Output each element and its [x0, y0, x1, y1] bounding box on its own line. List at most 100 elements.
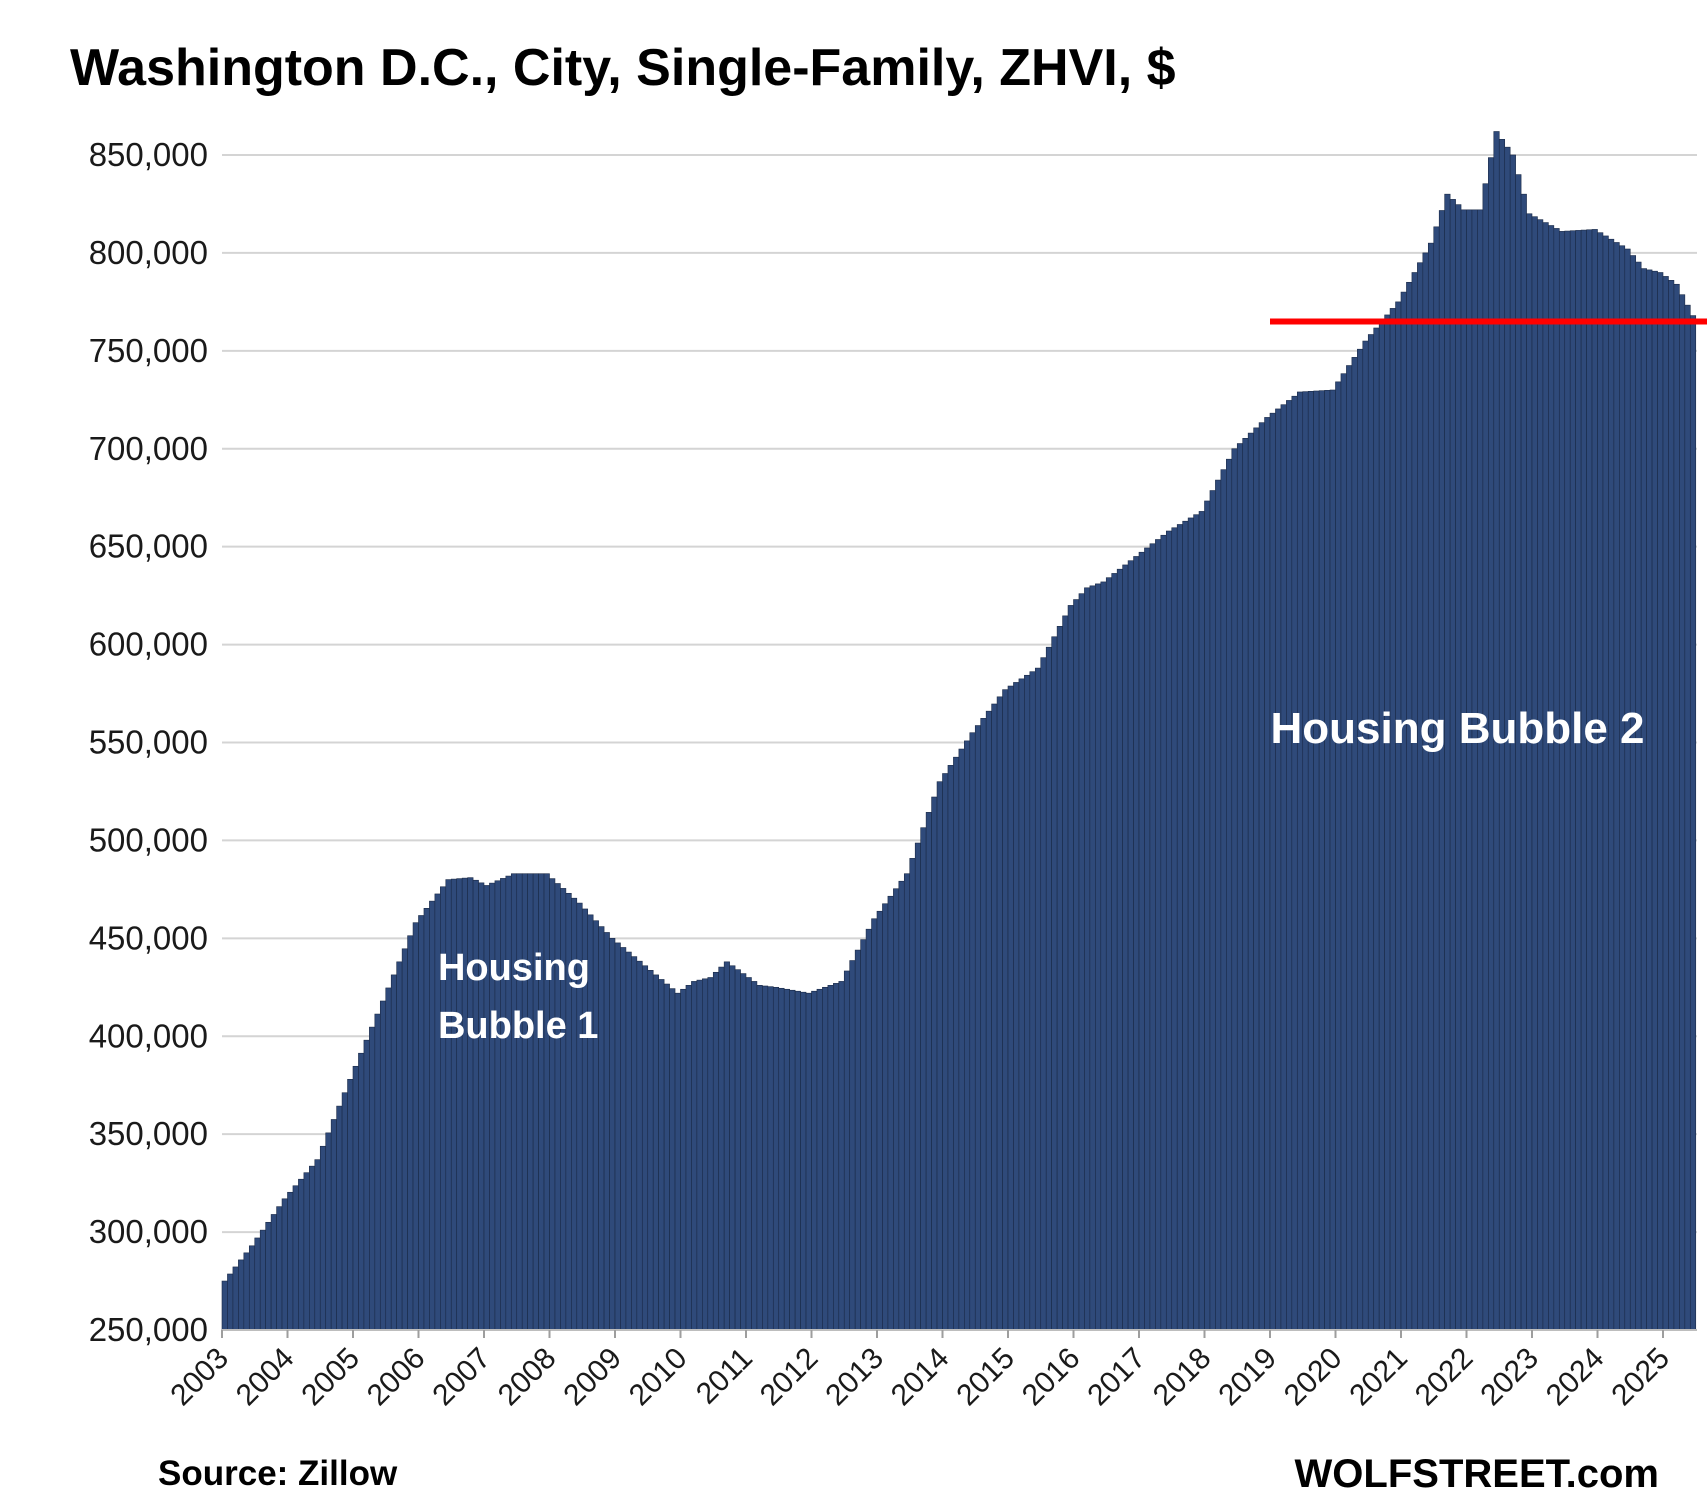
bar [303, 1172, 310, 1331]
bar [510, 873, 518, 1331]
bar [243, 1252, 250, 1331]
bar [1253, 427, 1260, 1331]
x-tick-label: 2003 [164, 1342, 235, 1413]
bar [1422, 252, 1429, 1331]
bar [292, 1185, 299, 1331]
bar [1662, 276, 1669, 1331]
bar [1171, 527, 1178, 1331]
brand-label: WOLFSTREET.com [1294, 1452, 1659, 1496]
bar [330, 1119, 337, 1331]
bar [1373, 327, 1380, 1331]
x-tick-label: 2009 [557, 1342, 628, 1413]
annotations: Housing Bubble 1 Housing Bubble 2 [438, 704, 1645, 1047]
bar [461, 877, 468, 1331]
x-tick-label: 2010 [623, 1342, 694, 1413]
bar [1335, 381, 1342, 1331]
bar [1378, 321, 1385, 1331]
bar [1296, 391, 1304, 1331]
bar [1018, 678, 1025, 1331]
y-tick-label: 300,000 [89, 1213, 208, 1250]
bar [314, 1159, 321, 1331]
bar [838, 981, 845, 1331]
bar [1002, 689, 1009, 1331]
x-tick-label: 2012 [754, 1342, 825, 1413]
bar [1275, 408, 1282, 1331]
bar [379, 1000, 387, 1331]
source-label: Source: Zillow [158, 1454, 398, 1493]
bar [352, 1065, 359, 1331]
bar [1449, 199, 1456, 1331]
bar [794, 990, 801, 1331]
bar [374, 1013, 381, 1331]
bar [1209, 490, 1216, 1331]
bar [696, 979, 703, 1331]
bar [822, 986, 829, 1331]
bar [647, 970, 654, 1331]
bar [1657, 272, 1664, 1331]
bar [1165, 530, 1173, 1331]
bar [740, 973, 747, 1331]
bar [625, 951, 632, 1331]
bar [723, 961, 730, 1331]
bar [1149, 543, 1156, 1331]
bar [614, 942, 621, 1331]
bar [1095, 583, 1102, 1331]
bar [1526, 213, 1533, 1331]
bar [1045, 646, 1052, 1331]
chart-title: Washington D.C., City, Single-Family, ZH… [70, 39, 1176, 97]
bar [270, 1214, 277, 1331]
bar [1668, 280, 1675, 1331]
annotation-bubble-1: Housing [438, 947, 590, 989]
bar [1258, 422, 1265, 1331]
bar [1242, 438, 1249, 1331]
bar [745, 977, 752, 1331]
bar [631, 956, 638, 1331]
bar [762, 985, 769, 1331]
bar [401, 948, 408, 1331]
bar [1640, 268, 1647, 1331]
x-tick-label: 2025 [1605, 1342, 1676, 1413]
bar [592, 920, 599, 1331]
x-tick-label: 2023 [1474, 1342, 1545, 1413]
x-axis: 2003200420052006200720082009201020112012… [164, 1329, 1697, 1413]
bar [1357, 348, 1364, 1331]
bar [1318, 390, 1325, 1331]
bar [1417, 262, 1424, 1331]
bar [1226, 458, 1233, 1331]
bar [1619, 245, 1626, 1331]
bar [609, 938, 616, 1331]
bar [423, 908, 430, 1331]
bar [854, 949, 861, 1331]
bar [985, 710, 992, 1331]
bar [221, 1280, 228, 1331]
bar [369, 1026, 376, 1331]
bar [958, 748, 965, 1331]
bar [319, 1145, 327, 1331]
x-tick-label: 2020 [1278, 1342, 1349, 1413]
bar [1215, 479, 1222, 1331]
bar [669, 988, 676, 1331]
bar [991, 703, 998, 1331]
bar [1531, 216, 1538, 1331]
bar [1400, 291, 1407, 1331]
x-tick-label: 2007 [426, 1342, 497, 1413]
bar [1460, 209, 1467, 1331]
y-axis: 250,000 300,000 350,000 400,000 450,000 500,0… [89, 136, 208, 1348]
bar [1580, 229, 1587, 1331]
bar [1684, 304, 1691, 1331]
bar [1389, 308, 1396, 1331]
bar [1466, 209, 1473, 1331]
bar [1651, 270, 1658, 1331]
bar [1051, 636, 1058, 1331]
bar [636, 960, 643, 1331]
bar [1340, 373, 1347, 1331]
bar [756, 985, 763, 1331]
bar [652, 974, 659, 1331]
bar [1029, 671, 1036, 1331]
bar [964, 740, 971, 1331]
bar [1291, 395, 1298, 1331]
bar [309, 1165, 316, 1331]
bar [325, 1132, 332, 1331]
bar [1013, 682, 1020, 1331]
bar [467, 877, 474, 1331]
